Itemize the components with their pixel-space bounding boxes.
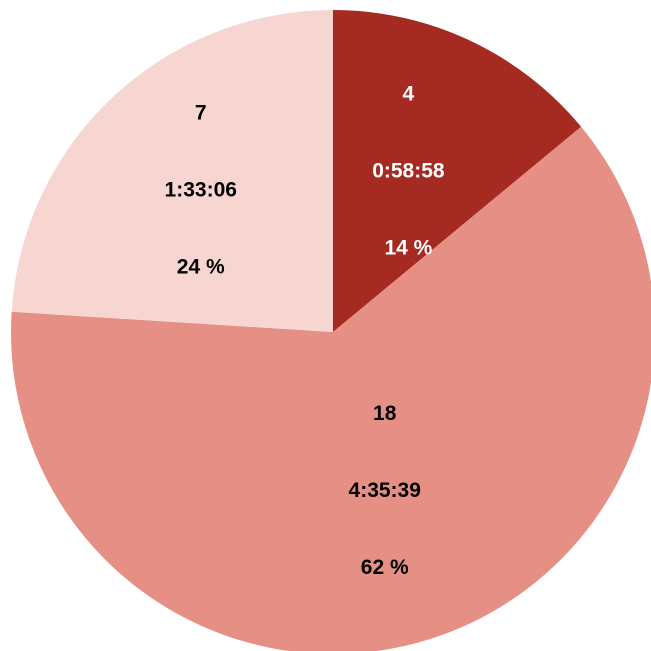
pie-slice-3	[11, 10, 333, 332]
slice-count-label: 7	[195, 102, 207, 125]
slice-percent-label: 14 %	[384, 236, 432, 259]
pie-slice-2	[11, 126, 651, 651]
slice-percent-label: 62 %	[361, 556, 409, 579]
slice-duration-label: 1:33:06	[165, 179, 237, 202]
pie-slices	[11, 10, 651, 651]
slice-count-label: 4	[403, 82, 415, 105]
slice-duration-label: 0:58:58	[372, 159, 445, 182]
slice-count-label: 18	[373, 402, 397, 425]
pie-labels: 4 0:58:58 14 % 18 4:35:39 62 % 7 1:33:06 24 %	[165, 82, 445, 578]
pie-slice-1	[333, 10, 582, 332]
slice-percent-label: 24 %	[177, 256, 225, 279]
slice-duration-label: 4:35:39	[349, 479, 421, 502]
